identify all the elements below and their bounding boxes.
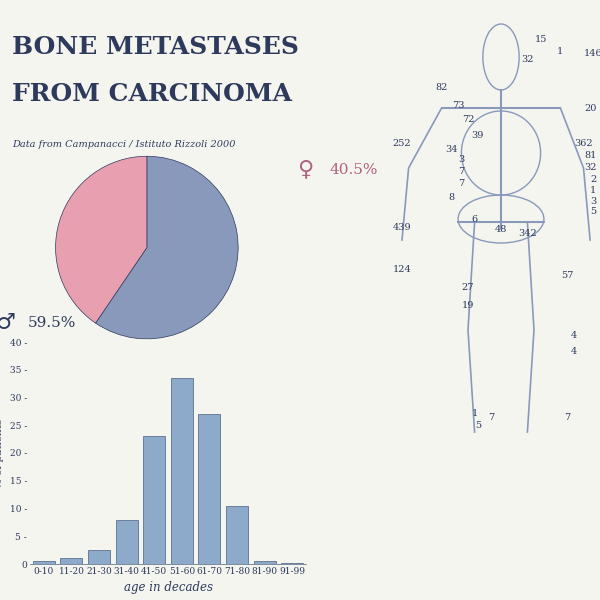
Text: 2: 2 (590, 175, 596, 185)
Text: 20: 20 (584, 103, 596, 113)
Text: 57: 57 (561, 271, 573, 280)
Text: ♀: ♀ (296, 160, 313, 179)
Text: 3: 3 (458, 154, 464, 163)
Text: 1: 1 (557, 46, 563, 55)
Text: 252: 252 (392, 139, 412, 148)
Text: 32: 32 (521, 55, 533, 64)
Text: 72: 72 (462, 115, 474, 124)
Text: 7: 7 (458, 166, 464, 175)
Text: 5: 5 (590, 206, 596, 215)
Bar (116, 520, 137, 564)
Bar (199, 414, 220, 564)
Y-axis label: % of patients: % of patients (0, 418, 4, 488)
Text: 40.5%: 40.5% (330, 163, 379, 176)
Text: 7: 7 (488, 413, 494, 421)
Text: 59.5%: 59.5% (28, 316, 77, 330)
Text: 19: 19 (462, 301, 474, 311)
Text: 1: 1 (472, 409, 478, 419)
Text: 1: 1 (590, 186, 596, 195)
Text: Data from Campanacci / Istituto Rizzoli 2000: Data from Campanacci / Istituto Rizzoli … (12, 140, 235, 149)
Text: 146: 146 (584, 49, 600, 58)
Text: 27: 27 (462, 283, 474, 292)
Bar (33, 561, 55, 564)
Bar (254, 561, 275, 564)
Text: 124: 124 (392, 265, 412, 275)
Text: 342: 342 (518, 229, 537, 238)
Text: 7: 7 (564, 413, 570, 421)
Text: 6: 6 (472, 214, 478, 223)
Text: BONE METASTASES: BONE METASTASES (12, 35, 299, 59)
Bar (171, 378, 193, 564)
Text: 4: 4 (571, 346, 577, 355)
Wedge shape (56, 156, 147, 323)
Text: 5: 5 (475, 421, 481, 431)
Text: 39: 39 (472, 130, 484, 139)
Text: 15: 15 (535, 34, 547, 43)
Text: 81: 81 (584, 151, 596, 160)
Text: ♂: ♂ (0, 313, 16, 333)
Bar (61, 559, 82, 564)
Text: 439: 439 (392, 223, 412, 232)
Text: 32: 32 (584, 163, 596, 173)
Text: 34: 34 (445, 145, 458, 154)
Text: 8: 8 (448, 193, 455, 202)
Text: 48: 48 (495, 224, 507, 233)
Text: 362: 362 (574, 139, 593, 148)
Wedge shape (95, 156, 238, 339)
X-axis label: age in decades: age in decades (124, 581, 212, 595)
Bar (226, 506, 248, 564)
Bar (88, 550, 110, 564)
Text: 82: 82 (436, 82, 448, 91)
Bar (143, 436, 165, 564)
Text: 7: 7 (458, 179, 464, 187)
Bar (281, 563, 303, 564)
Text: 4: 4 (571, 331, 577, 340)
Text: FROM CARCINOMA: FROM CARCINOMA (12, 82, 292, 106)
Text: 73: 73 (452, 100, 464, 109)
Text: 3: 3 (590, 196, 596, 205)
